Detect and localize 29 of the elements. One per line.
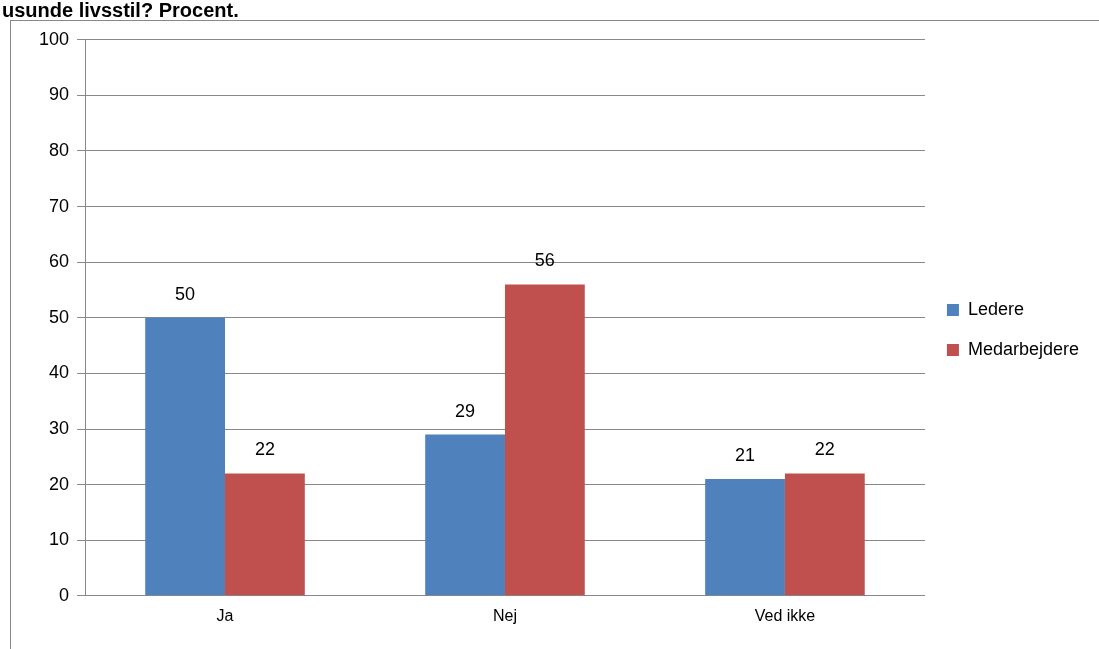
y-tick-label: 10: [49, 529, 70, 550]
bar: [145, 317, 226, 596]
legend-label: Ledere: [967, 298, 1024, 319]
bar: [705, 479, 785, 596]
data-label: 21: [735, 445, 756, 466]
y-tick-label: 80: [49, 139, 70, 160]
y-tick-label: 50: [49, 306, 70, 327]
data-label: 22: [254, 439, 275, 460]
bar: [225, 473, 305, 596]
x-tick-label: Ja: [216, 606, 234, 624]
y-tick-label: 30: [49, 417, 70, 438]
data-label: 22: [814, 439, 835, 460]
y-tick-label: 0: [59, 584, 70, 605]
y-tick-label: 100: [38, 28, 70, 49]
y-tick-label: 20: [49, 473, 70, 494]
data-label: 50: [175, 283, 196, 304]
x-tick-label: Ved ikke: [754, 606, 816, 624]
y-tick-label: 90: [49, 84, 70, 105]
legend-label: Medarbejdere: [967, 338, 1080, 359]
bar: [504, 284, 585, 596]
chart-title: usunde livsstil? Procent.: [2, 0, 239, 21]
data-label: 29: [455, 400, 476, 421]
x-tick-label: Nej: [492, 606, 517, 624]
y-tick-label: 60: [49, 251, 70, 272]
bar: [425, 434, 505, 596]
data-label: 56: [534, 250, 555, 271]
bar: [784, 473, 865, 596]
y-tick-label: 40: [49, 362, 70, 383]
y-tick-label: 70: [49, 195, 70, 216]
